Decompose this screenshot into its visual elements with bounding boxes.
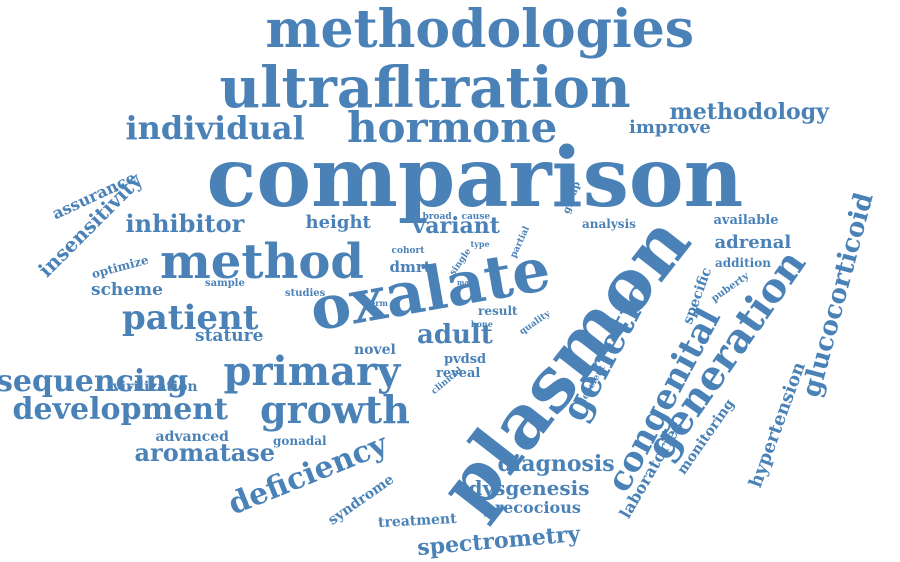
word-cohort: cohort	[391, 245, 425, 256]
word-improve: improve	[629, 117, 711, 138]
word-novel: novel	[354, 342, 396, 358]
word-development: development	[12, 392, 228, 427]
word-advanced: advanced	[155, 429, 229, 445]
word-sample: sample	[205, 278, 245, 289]
word-adrenal: adrenal	[714, 232, 792, 253]
word-scheme: scheme	[91, 279, 163, 300]
word-dmrt: dmrt	[389, 257, 431, 276]
word-treatment: treatment	[377, 510, 457, 532]
word-methodology: methodology	[669, 99, 829, 125]
word-term: term	[366, 298, 388, 308]
word-dysgenesis: dysgenesis	[468, 476, 590, 500]
word-variant: variant	[412, 213, 500, 239]
word-glucocorticoid: glucocorticoid	[796, 189, 880, 401]
word-mas: mas	[457, 277, 473, 287]
word-optimize: optimize	[90, 252, 151, 282]
word-analysis: analysis	[582, 217, 636, 231]
word-available: available	[713, 212, 779, 228]
word-stature: stature	[195, 325, 264, 346]
word-hypertension: hypertension	[745, 359, 810, 491]
word-virilization: virilization	[112, 379, 198, 395]
word-adult: adult	[417, 320, 493, 350]
word-aromatase: aromatase	[134, 438, 276, 467]
word-precocious: precocious	[483, 498, 581, 517]
word-gonadal: gonadal	[273, 434, 327, 448]
word-sequencing: sequencing	[0, 364, 189, 399]
word-ultrafltration: ultrafltration	[219, 55, 631, 121]
word-hormone: hormone	[347, 103, 558, 152]
word-primary: primary	[223, 348, 401, 395]
word-studies: studies	[285, 288, 326, 299]
word-result: result	[478, 304, 518, 318]
word-broad: broad	[422, 211, 452, 222]
word-height: height	[305, 212, 371, 233]
word-inhibitor: inhibitor	[125, 209, 245, 238]
word-individual: individual	[125, 109, 305, 147]
word-diagnosis: diagnosis	[497, 451, 615, 477]
word-pvdsd: pvdsd	[444, 351, 487, 367]
word-patient: patient	[122, 298, 259, 338]
word-bone: bone	[471, 319, 493, 329]
word-comparison: comparison	[206, 130, 744, 226]
word-addition: addition	[715, 256, 771, 270]
word-type: type	[470, 239, 490, 249]
word-method: method	[160, 234, 364, 290]
word-methodologies: methodologies	[265, 0, 695, 60]
word-reveal: reveal	[436, 365, 481, 381]
word-growth: growth	[260, 387, 410, 432]
word-cause: cause	[461, 211, 491, 222]
word-spectrometry: spectrometry	[415, 520, 581, 562]
